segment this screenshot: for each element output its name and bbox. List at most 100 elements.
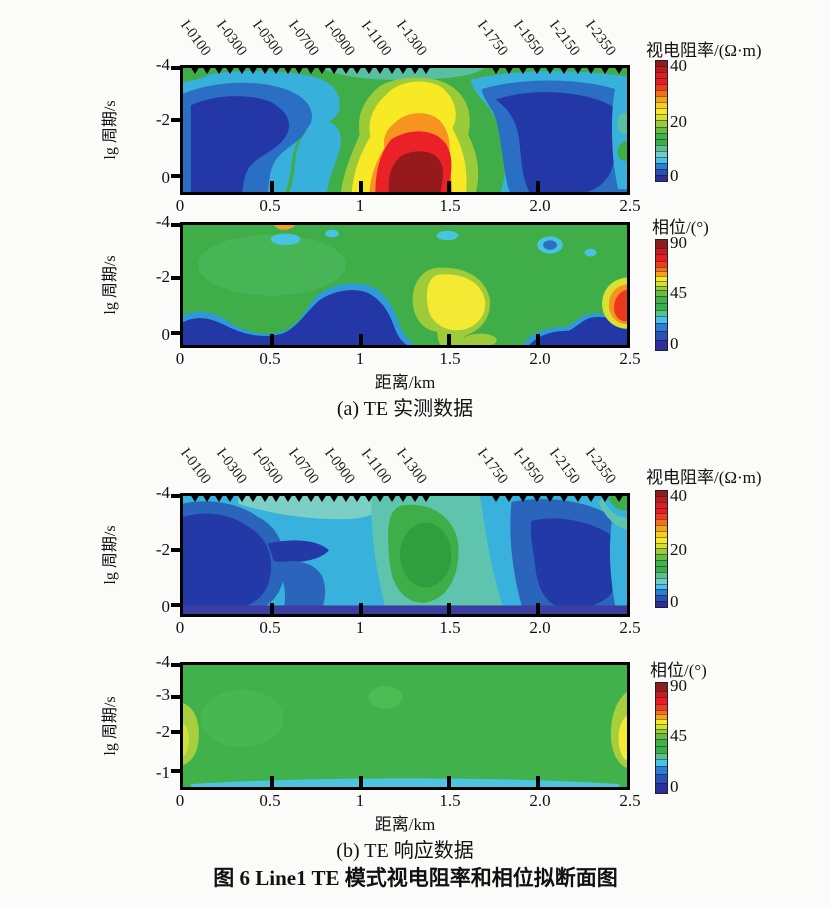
plot-area-a-phase: lg 周期/s -4 -2 0	[0, 212, 831, 368]
colorbar-segment	[656, 132, 667, 139]
colorbar-title-b-phase: 相位/(°)	[650, 661, 707, 680]
station-marker-triangle-icon	[363, 494, 374, 502]
station-marker-triangle-icon	[613, 66, 624, 74]
colorbar-segment	[656, 560, 667, 566]
colorbar-segment	[656, 782, 667, 793]
plot-area-b-phase: lg 周期/s -4 -3 -2 -1 0 0.5 1 1.5 2.0 2.5	[0, 652, 831, 810]
y-tick-mark	[171, 494, 180, 498]
x-tick-mark	[269, 776, 274, 787]
station-label: I-1750	[473, 445, 511, 487]
y-axis-label: lg 周期/s	[102, 696, 119, 756]
colorbar-segment	[656, 774, 667, 783]
station-marker-triangle-icon	[599, 494, 610, 502]
colorbar-segment	[656, 162, 667, 169]
station-marker-triangle-icon	[409, 66, 420, 74]
colorbar-tick-label: 0	[670, 777, 679, 797]
y-tick-mark	[171, 694, 180, 699]
colorbar-segment	[656, 156, 667, 163]
contour-field-b-resistivity	[183, 496, 627, 614]
colorbar-title-a-phase: 相位/(°)	[652, 218, 709, 237]
station-label: I-0500	[248, 445, 286, 487]
colorbar-gradient	[655, 60, 668, 182]
x-tick-label: 1.5	[439, 791, 461, 810]
x-tick-label: 0	[175, 349, 185, 368]
x-tick-mark	[358, 603, 363, 614]
x-tick-label: 2.0	[529, 791, 551, 810]
colorbar-tick-labels: 40 20 0	[670, 485, 716, 610]
colorbar-segment	[656, 745, 667, 754]
colorbar-tick-label: 40	[670, 485, 687, 505]
x-tick-label: 1	[355, 196, 365, 215]
x-tick-mark	[536, 181, 541, 192]
contour-field-a-resistivity	[183, 68, 627, 192]
station-marker-triangle-icon	[545, 66, 556, 74]
station-label: I-1300	[392, 17, 430, 59]
colorbar-segment	[656, 339, 667, 350]
colorbar-segment	[656, 61, 667, 67]
colorbar-gradient	[655, 682, 668, 794]
x-axis-ticks: 0 0.5 1 1.5 2.0 2.5	[176, 617, 641, 641]
colorbar-segment	[656, 114, 667, 121]
station-marker-triangle-icon	[572, 66, 583, 74]
colorbar-segment	[656, 571, 667, 578]
station-marker-triangle-icon	[328, 494, 339, 502]
colorbar-segment	[656, 108, 667, 115]
y-tick-label: -1	[155, 763, 170, 783]
colorbar-segment	[656, 536, 667, 543]
station-label: I-0500	[248, 17, 286, 59]
station-marker-triangle-icon	[558, 66, 569, 74]
colorbar-segment	[656, 728, 667, 734]
station-label: I-0100	[176, 17, 214, 59]
colorbar-tick-labels: 90 45 0	[670, 677, 716, 797]
station-marker-triangle-icon	[352, 494, 363, 502]
x-tick-label: 0.5	[259, 196, 281, 215]
station-marker-triangle-icon	[201, 66, 212, 74]
x-tick-mark	[447, 334, 452, 345]
colorbar-segment	[656, 276, 667, 281]
station-marker-triangle-icon	[317, 66, 328, 74]
colorbar-tick-label: 0	[670, 334, 679, 354]
station-marker-triangle-icon	[305, 66, 316, 74]
colorbar-segment	[656, 84, 667, 91]
x-tick-mark	[269, 603, 274, 614]
station-marker-triangle-icon	[421, 66, 432, 74]
colorbar-gradient	[655, 490, 668, 608]
x-tick-label: 1.5	[439, 196, 461, 215]
station-marker-triangle-icon	[317, 494, 328, 502]
y-axis-ticks: -4 -2 0	[128, 212, 174, 348]
station-marker-triangle-icon	[352, 66, 363, 74]
station-marker-triangle-icon	[504, 66, 515, 74]
colorbar-segment	[656, 310, 667, 316]
y-tick-label: 0	[161, 168, 171, 188]
colorbar-segment	[656, 144, 667, 151]
station-marker-triangle-icon	[248, 494, 259, 502]
station-marker-triangle-icon	[398, 66, 409, 74]
colorbar-segment	[656, 519, 667, 526]
station-marker-triangle-icon	[259, 66, 270, 74]
station-marker-triangle-icon	[599, 66, 610, 74]
station-marker-triangle-icon	[248, 66, 259, 74]
colorbar-segment	[656, 753, 667, 759]
y-tick-mark	[171, 223, 180, 227]
colorbar-segment	[656, 295, 667, 303]
station-marker-triangle-icon	[328, 66, 339, 74]
colorbar-segment	[656, 280, 667, 286]
colorbar-tick-label: 45	[670, 725, 687, 745]
y-tick-mark	[171, 663, 180, 667]
x-axis-ticks: 0 0.5 1 1.5 2.0 2.5	[176, 348, 641, 372]
station-label: I-0700	[284, 17, 322, 59]
x-axis-title-a: 距离/km	[374, 373, 436, 392]
colorbar-b-resistivity: 40 20 0	[655, 485, 719, 611]
colorbar-segment	[656, 565, 667, 572]
pseudosection-b-phase	[171, 662, 630, 790]
colorbar-segment	[656, 577, 667, 584]
colorbar-segment	[656, 525, 667, 531]
x-tick-label: 0	[175, 196, 185, 215]
station-marker-triangle-icon	[236, 66, 247, 74]
x-tick-mark	[269, 334, 274, 345]
colorbar-segment	[656, 765, 667, 775]
colorbar-segment	[656, 714, 667, 720]
y-tick-mark	[171, 275, 180, 280]
x-tick-label: 1	[355, 791, 365, 810]
